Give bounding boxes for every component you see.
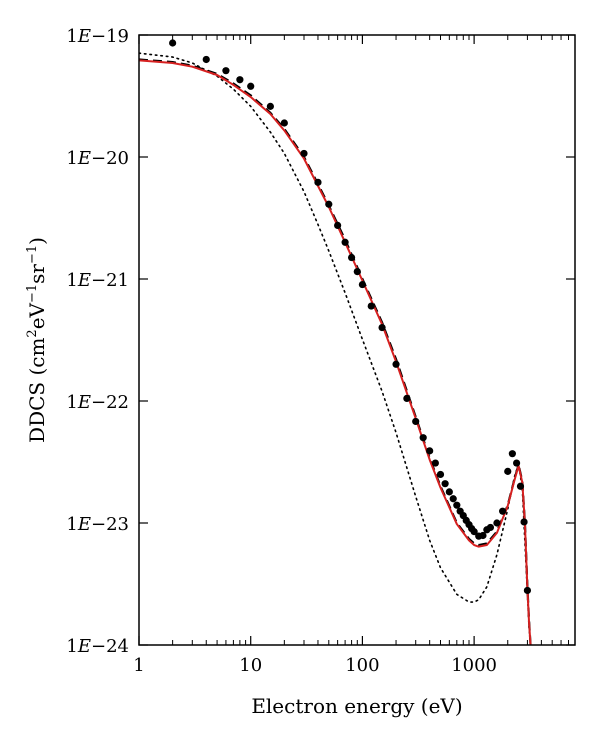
dotted-curve [139,52,532,645]
y-tick-label: 1E−20 [66,148,129,169]
data-point [445,488,453,496]
data-point [512,459,521,467]
x-tick-label: 1 [133,655,144,676]
data-point [493,519,501,527]
data-point [280,119,288,127]
y-tick-label: 1E−21 [66,270,129,291]
data-point [470,528,478,536]
data-point [508,450,516,458]
data-point [436,470,445,479]
data-point [236,76,244,84]
y-axis-label-sup1: 2 [25,329,40,337]
ticks-layer [138,34,576,646]
y-axis-label-base: DDCS (cm [25,338,49,443]
data-point [247,82,255,90]
points-layer [169,39,532,595]
curves-layer [139,52,532,645]
data-point [419,434,427,442]
y-axis-label-mid2: sr [25,264,49,284]
y-axis-label-end: ) [25,237,49,245]
data-point [378,323,386,332]
y-axis-label: DDCS (cm2eV−1sr−1) [25,237,49,443]
data-point [353,267,361,276]
solid-red-curve [139,59,532,645]
x-tick-label: 10 [239,655,262,676]
data-point [431,459,439,467]
data-point [516,482,525,490]
y-tick-label: 1E−23 [66,514,129,535]
data-point [358,280,367,289]
data-point [412,417,420,426]
plot-frame [138,34,576,646]
y-tick-label: 1E−19 [66,26,129,47]
tick-labels-layer: 1 10 100 1000 1E−19 1E−20 1E−21 1E−22 1E−23 1E−24 [66,26,497,676]
y-axis-label-mid1: eV [25,302,49,329]
y-tick-label: 1E−24 [66,636,129,657]
y-axis-label-sup3: −1 [25,245,40,264]
data-point [222,67,230,75]
x-tick-label: 100 [345,655,379,676]
data-point [325,200,333,208]
data-point [520,518,528,526]
data-point [523,586,532,595]
data-point [334,221,342,229]
data-point [441,480,449,488]
data-point [499,507,507,515]
data-point [426,447,434,455]
data-point [453,501,461,509]
x-tick-label: 1000 [451,655,497,676]
data-point [300,149,308,158]
data-point [504,467,512,475]
y-tick-label: 1E−22 [66,392,129,413]
data-point [392,360,400,368]
data-point [403,394,411,403]
y-axis-label-sup2: −1 [25,284,40,303]
data-point [341,238,349,246]
data-point [347,253,356,262]
data-point [266,102,274,110]
data-point [202,55,210,64]
data-point [449,495,457,503]
data-point [486,523,495,532]
data-point [169,39,177,47]
x-axis-label: Electron energy (eV) [251,694,462,718]
data-point [314,178,322,186]
data-point [367,302,375,310]
data-point [479,531,487,540]
dashed-curve [139,58,532,645]
